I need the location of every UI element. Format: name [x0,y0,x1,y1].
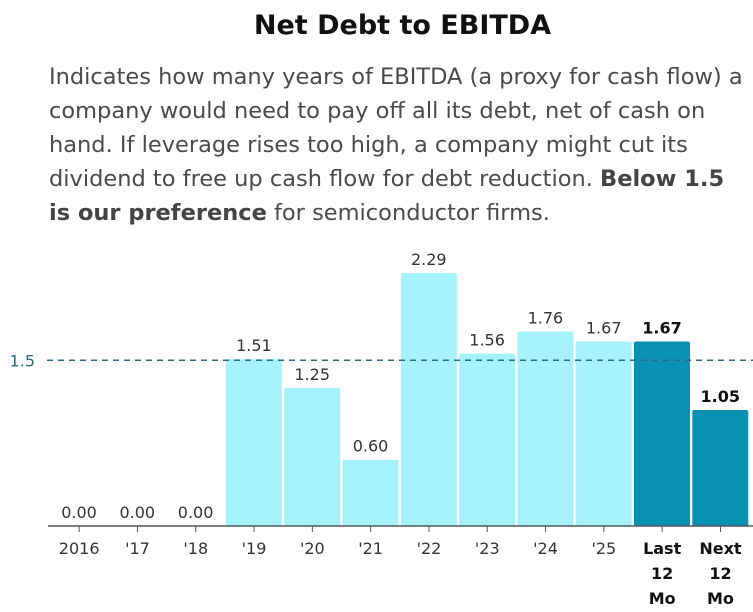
description-text: Indicates how many years of EBITDA (a pr… [49,64,743,192]
value-label: 1.25 [294,365,330,384]
value-label: 1.51 [236,336,272,355]
description-emphasis: Below 1.5 is our preference [49,166,725,226]
x-tick-label: '23 [475,539,500,558]
value-label: 1.67 [642,318,681,337]
value-label: 0.60 [353,437,389,456]
bar [400,273,457,526]
x-tick-label: '21 [358,539,383,558]
bar [575,341,632,526]
bar [342,459,399,526]
x-tick-label: 12 [651,564,673,583]
bar [225,359,282,526]
bar [459,353,516,526]
value-label: 1.56 [469,331,505,350]
x-tick-label: '17 [125,539,150,558]
value-label: 2.29 [411,250,447,269]
description-text-end: for semiconductor firms. [266,200,550,226]
value-label: 1.76 [528,309,564,328]
x-tick-label: '20 [300,539,325,558]
x-tick-label: Mo [707,589,734,608]
x-tick-label: '22 [417,539,442,558]
bar [692,409,749,526]
value-label: 0.00 [119,503,155,522]
reference-line-label: 1.5 [10,351,35,370]
bar [517,331,574,526]
value-label: 1.05 [701,387,740,406]
x-tick-label: '19 [242,539,267,558]
x-tick-label: Next [699,539,742,558]
chart-title: Net Debt to EBITDA [253,10,552,41]
chart-description: Indicates how many years of EBITDA (a pr… [49,60,749,230]
x-tick-label: Mo [649,589,676,608]
value-label: 1.67 [586,318,622,337]
value-label: 0.00 [178,503,214,522]
x-tick-label: 12 [709,564,731,583]
bar [634,341,690,526]
x-tick-label: '25 [591,539,616,558]
x-tick-label: 2016 [59,539,100,558]
bar [284,387,341,526]
value-label: 0.00 [61,503,97,522]
x-tick-label: Last [643,539,682,558]
x-tick-label: '24 [533,539,558,558]
x-tick-label: '18 [183,539,208,558]
